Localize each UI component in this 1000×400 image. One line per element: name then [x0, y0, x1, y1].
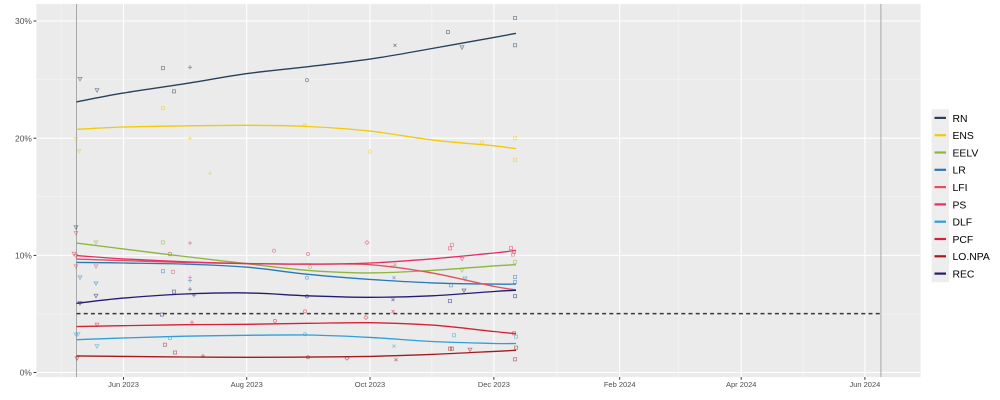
svg-text:PS: PS — [953, 200, 967, 211]
svg-text:Aug 2023: Aug 2023 — [231, 380, 263, 389]
svg-text:0%: 0% — [20, 368, 33, 378]
svg-text:RN: RN — [953, 114, 968, 125]
svg-text:PCF: PCF — [953, 235, 974, 246]
svg-text:EELV: EELV — [953, 148, 979, 159]
svg-text:ENS: ENS — [953, 131, 974, 142]
svg-text:Jun 2023: Jun 2023 — [108, 380, 139, 389]
svg-text:20%: 20% — [15, 133, 32, 143]
svg-text:Oct 2023: Oct 2023 — [355, 380, 385, 389]
svg-text:Jun 2024: Jun 2024 — [849, 380, 880, 389]
svg-text:Apr 2024: Apr 2024 — [726, 380, 756, 389]
svg-text:10%: 10% — [15, 251, 32, 261]
svg-text:REC: REC — [953, 270, 975, 281]
svg-text:30%: 30% — [15, 16, 32, 26]
svg-text:DLF: DLF — [953, 218, 973, 229]
svg-text:LR: LR — [953, 166, 967, 177]
svg-text:Dec 2023: Dec 2023 — [478, 380, 510, 389]
svg-text:LO.NPA: LO.NPA — [953, 252, 990, 263]
svg-text:Feb 2024: Feb 2024 — [604, 380, 636, 389]
svg-text:LFI: LFI — [953, 183, 968, 194]
